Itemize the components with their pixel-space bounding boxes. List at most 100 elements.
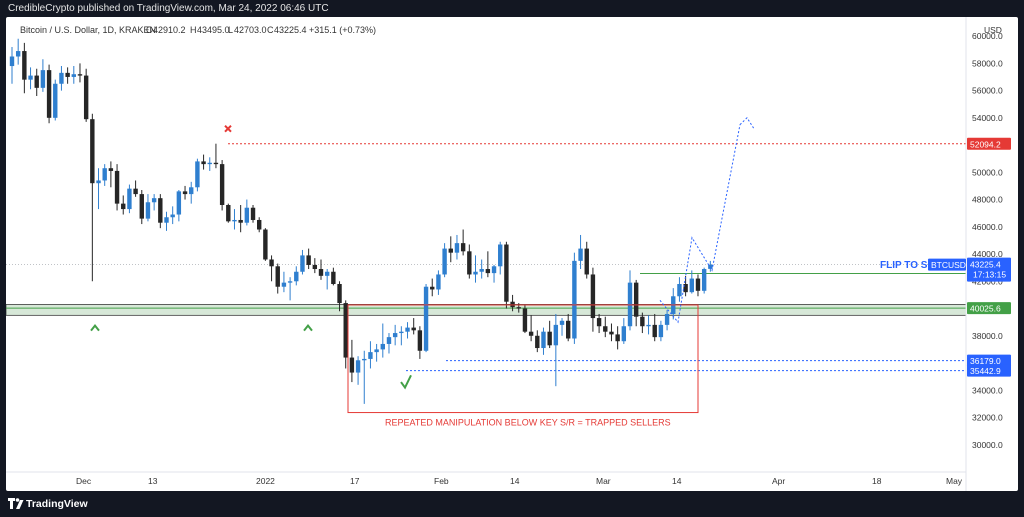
candle-body bbox=[121, 203, 126, 210]
candle-body bbox=[90, 119, 95, 184]
candle-body bbox=[15, 51, 21, 57]
y-tick-label: 38000.0 bbox=[972, 331, 1003, 341]
candle-body bbox=[195, 161, 200, 188]
candle-body bbox=[405, 327, 410, 332]
candle-body bbox=[53, 83, 58, 118]
candle-body bbox=[65, 72, 70, 77]
candle-body bbox=[411, 327, 416, 331]
last-price-label: 43225.4 bbox=[970, 260, 1001, 270]
currency-label: USD bbox=[984, 25, 1002, 35]
x-ticks: Dec 13 2022 17 Feb 14 Mar 14 Apr 18 May bbox=[76, 476, 963, 486]
candle-body bbox=[541, 331, 546, 349]
y-ticks: 60000.058000.056000.054000.052000.050000… bbox=[972, 31, 1003, 450]
candle-body bbox=[275, 266, 280, 287]
candle-body bbox=[646, 324, 651, 327]
y-tick-label: 54000.0 bbox=[972, 113, 1003, 123]
candle-body bbox=[312, 264, 318, 270]
zones-layer bbox=[6, 304, 967, 316]
candle-body bbox=[40, 70, 46, 88]
level-price-label: 36179.0 bbox=[970, 356, 1001, 366]
candle-body bbox=[609, 331, 614, 335]
candle-body bbox=[263, 229, 268, 260]
x-tick-label: Mar bbox=[596, 476, 611, 486]
candle-body bbox=[306, 255, 311, 265]
candle-body bbox=[590, 274, 596, 319]
flip-annotation: FLIP TO S bbox=[880, 260, 928, 271]
candles-layer bbox=[9, 38, 713, 404]
price-chart[interactable]: REPEATED MANIPULATION BELOW KEY S/R = TR… bbox=[6, 17, 1018, 491]
level-price-label: 40025.6 bbox=[970, 304, 1001, 314]
candle-body bbox=[244, 207, 250, 223]
candle-body bbox=[467, 251, 472, 275]
candle-body bbox=[281, 282, 287, 287]
candle-body bbox=[430, 286, 435, 290]
candle-body bbox=[59, 72, 64, 84]
x-tick-label: Dec bbox=[76, 476, 92, 486]
candle-body bbox=[516, 307, 521, 309]
level-price-label: 35442.9 bbox=[970, 366, 1001, 376]
x-tick-label: Apr bbox=[772, 476, 785, 486]
candle-body bbox=[176, 191, 182, 215]
candle-body bbox=[213, 162, 219, 165]
y-tick-label: 32000.0 bbox=[972, 413, 1003, 423]
candle-body bbox=[201, 161, 206, 165]
footer-bar: TradingView bbox=[0, 491, 1024, 517]
y-tick-label: 58000.0 bbox=[972, 58, 1003, 68]
candle-body bbox=[559, 320, 565, 325]
candle-body bbox=[615, 334, 620, 342]
level-price-tag bbox=[967, 354, 1011, 367]
candle-body bbox=[158, 198, 163, 223]
candle-body bbox=[108, 168, 114, 171]
ohlc-change: +315.1 (+0.73%) bbox=[309, 25, 376, 35]
candle-body bbox=[114, 170, 120, 204]
y-tick-label: 46000.0 bbox=[972, 222, 1003, 232]
price-labels: 52094.242569.040025.636179.035442.9BTCUS… bbox=[928, 137, 1011, 377]
candle-body bbox=[584, 248, 589, 275]
candle-body bbox=[28, 75, 33, 80]
candle-body bbox=[386, 337, 392, 344]
candle-body bbox=[77, 74, 83, 76]
x-tick-label: 14 bbox=[672, 476, 682, 486]
x-tick-label: 13 bbox=[148, 476, 158, 486]
countdown-label: 17:13:15 bbox=[973, 270, 1006, 280]
checkmark-icon bbox=[400, 374, 412, 390]
candle-body bbox=[238, 219, 243, 223]
candle-body bbox=[695, 278, 701, 291]
candle-body bbox=[528, 331, 534, 336]
x-tick-label: 2022 bbox=[256, 476, 275, 486]
candle-body bbox=[399, 331, 404, 334]
candle-body bbox=[96, 180, 101, 184]
annotations-layer: REPEATED MANIPULATION BELOW KEY S/R = TR… bbox=[90, 117, 928, 428]
candle-body bbox=[689, 278, 694, 293]
candle-body bbox=[226, 204, 231, 222]
manipulation-box bbox=[347, 304, 699, 414]
x-tick-label: Feb bbox=[434, 476, 449, 486]
candle-body bbox=[504, 244, 509, 302]
ohlc-low-label: L bbox=[228, 25, 233, 35]
y-tick-label: 56000.0 bbox=[972, 86, 1003, 96]
candle-body bbox=[442, 248, 447, 275]
candle-body bbox=[170, 214, 175, 218]
levels-layer bbox=[6, 143, 966, 372]
candle-body bbox=[164, 217, 169, 223]
y-tick-label: 60000.0 bbox=[972, 31, 1003, 41]
candle-body bbox=[479, 269, 484, 272]
level-price-tag bbox=[967, 302, 1011, 315]
ticker-tag bbox=[928, 258, 966, 271]
ohlc-high: 43495.0 bbox=[197, 25, 230, 35]
box-caption: REPEATED MANIPULATION BELOW KEY S/R = TR… bbox=[385, 418, 671, 428]
support-zone bbox=[6, 304, 967, 316]
cross-icon bbox=[224, 124, 232, 133]
candle-body bbox=[46, 70, 52, 118]
candle-body bbox=[392, 333, 398, 338]
chart-canvas[interactable]: REPEATED MANIPULATION BELOW KEY S/R = TR… bbox=[6, 17, 1018, 491]
y-tick-label: 50000.0 bbox=[972, 167, 1003, 177]
candle-body bbox=[71, 74, 76, 77]
x-tick-label: 17 bbox=[350, 476, 360, 486]
up-arrow-icon bbox=[303, 323, 313, 332]
candle-body bbox=[300, 255, 305, 272]
level-price-label: 52094.2 bbox=[970, 139, 1001, 149]
ohlc-close: 43225.4 bbox=[274, 25, 307, 35]
candle-body bbox=[664, 313, 670, 325]
candle-body bbox=[34, 75, 39, 88]
